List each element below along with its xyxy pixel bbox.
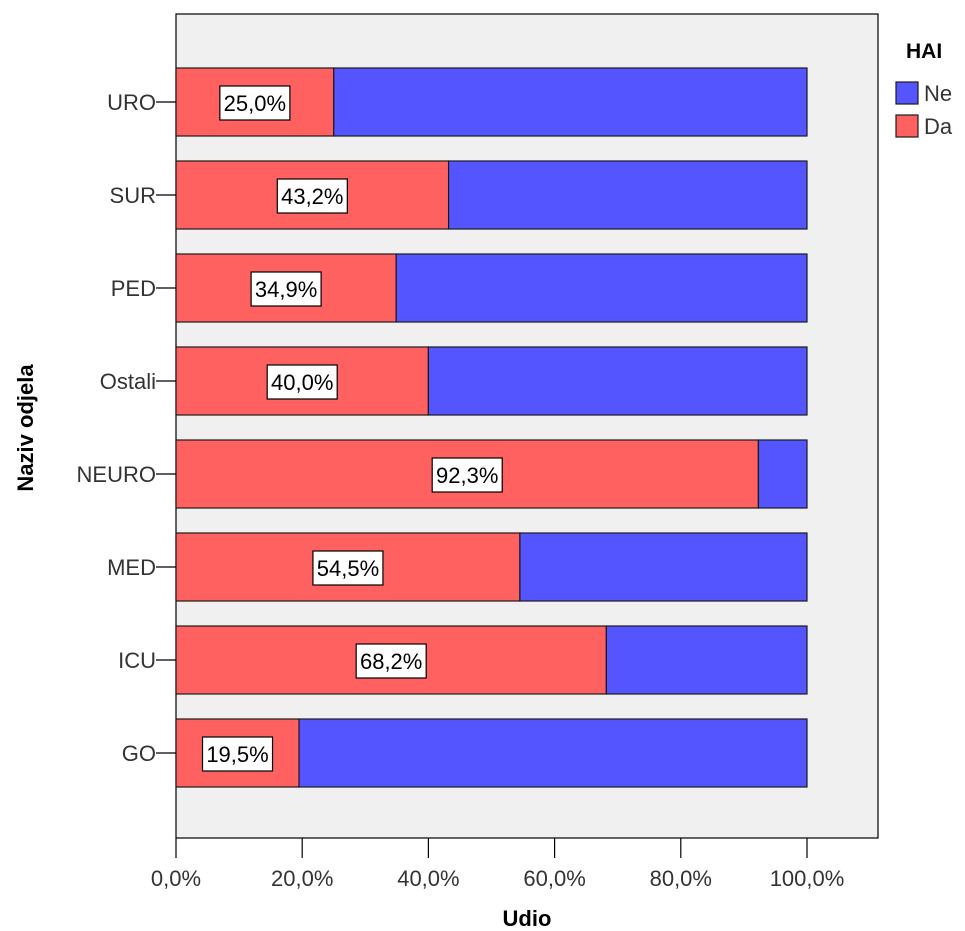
data-label-box-uro — [219, 85, 291, 121]
legend-swatch-da — [895, 114, 919, 138]
bar-ne-ostali — [427, 346, 808, 416]
bar-ne-icu — [605, 625, 808, 695]
x-axis: 0,0% 20,0% 40,0% 60,0% 80,0% 100,0% — [151, 838, 844, 891]
x-tick-label-20: 20,0% — [271, 866, 333, 891]
x-tick-label-40: 40,0% — [397, 866, 459, 891]
data-label-box-neuro — [431, 457, 503, 493]
data-label-ostali: 40,0% — [271, 370, 333, 395]
y-tick-label-neuro: NEURO — [77, 462, 156, 487]
legend-swatch-ne — [895, 81, 919, 105]
data-label-box-icu — [355, 643, 427, 679]
x-tick-label-60: 60,0% — [523, 866, 585, 891]
bar-ne-go — [298, 718, 808, 788]
data-label-box-go — [201, 736, 274, 772]
y-tick-label-ped: PED — [111, 276, 156, 301]
x-tick-label-0: 0,0% — [151, 866, 201, 891]
y-axis: URO SUR PED Ostali NEURO MED ICU GO — [77, 90, 176, 766]
data-label-med: 54,5% — [317, 556, 379, 581]
legend-label-da: Da — [924, 114, 953, 139]
bar-ne-med — [519, 532, 808, 602]
data-label-go: 19,5% — [206, 742, 268, 767]
y-tick-label-sur: SUR — [110, 183, 156, 208]
data-label-sur: 43,2% — [281, 184, 343, 209]
y-tick-label-go: GO — [122, 741, 156, 766]
data-label-box-ped — [250, 271, 322, 307]
legend-entries: Ne Da — [895, 81, 953, 139]
y-tick-label-uro: URO — [107, 90, 156, 115]
legend-label-ne: Ne — [924, 81, 952, 106]
data-labels-group: 25,0% 43,2% 34,9% 40,0% 92,3% 54,5% 68,2% 19,5% — [201, 85, 503, 772]
y-tick-label-ostali: Ostali — [100, 369, 156, 394]
bar-ne-ped — [395, 253, 808, 323]
data-label-box-ostali — [266, 364, 338, 400]
bar-ne-neuro — [757, 439, 808, 509]
x-axis-title: Udio — [503, 906, 552, 931]
data-label-box-med — [312, 550, 384, 586]
bar-ne-uro — [333, 67, 808, 137]
bar-ne-sur — [447, 160, 808, 230]
data-label-neuro: 92,3% — [436, 463, 498, 488]
data-label-ped: 34,9% — [255, 277, 317, 302]
data-label-box-sur — [276, 178, 348, 214]
legend-title: HAI — [906, 40, 942, 63]
y-tick-label-med: MED — [107, 555, 156, 580]
plot-area — [175, 13, 879, 839]
legend: HAI Ne Da — [895, 40, 953, 139]
y-axis-title: Naziv odjela — [13, 364, 38, 492]
y-tick-label-icu: ICU — [118, 648, 156, 673]
x-tick-label-100: 100,0% — [770, 866, 845, 891]
data-label-uro: 25,0% — [224, 91, 286, 116]
x-tick-label-80: 80,0% — [650, 866, 712, 891]
data-label-icu: 68,2% — [360, 649, 422, 674]
